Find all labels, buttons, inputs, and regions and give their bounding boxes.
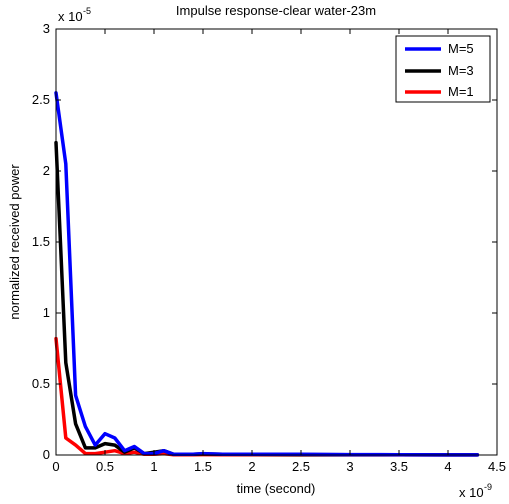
y-multiplier-exponent: -5 (83, 6, 91, 16)
x-tick-label: 2.5 (292, 459, 310, 474)
legend-label-m5: M=5 (448, 41, 474, 56)
x-axis-label: time (second) (237, 481, 316, 496)
y-multiplier-text: x 10 (58, 9, 83, 24)
x-tick-label: 1 (150, 459, 157, 474)
series-line-m5 (54, 91, 480, 457)
y-tick-label: 0.5 (32, 376, 50, 391)
y-tick-label: 1 (43, 305, 50, 320)
x-tick-label: 0.5 (96, 459, 114, 474)
y-tick-label: 2 (43, 163, 50, 178)
x-tick-label: 3.5 (390, 459, 408, 474)
x-tick-label: 3 (346, 459, 353, 474)
legend-label-m3: M=3 (448, 63, 474, 78)
y-axis-label: normalized received power (7, 164, 22, 320)
x-tick-label: 0 (52, 459, 59, 474)
y-axis-multiplier: x 10 -5 (58, 6, 91, 24)
x-tick-label: 2 (248, 459, 255, 474)
chart-title: Impulse response-clear water-23m (176, 3, 376, 18)
x-tick-label: 4.5 (488, 459, 506, 474)
x-tick-label: 1.5 (194, 459, 212, 474)
legend: M=5 M=3 M=1 (395, 35, 491, 103)
y-tick-label: 2.5 (32, 92, 50, 107)
x-multiplier-exponent: -9 (484, 482, 492, 492)
x-multiplier-text: x 10 (459, 485, 484, 500)
y-tick-label: 3 (43, 21, 50, 36)
x-axis-multiplier: x 10 -9 (459, 482, 492, 500)
y-tick-label: 0 (43, 447, 50, 462)
y-tick-label: 1.5 (32, 234, 50, 249)
x-axis-ticks: 0 0.5 1 1.5 2 2.5 3 3.5 4 4.5 (52, 29, 506, 474)
y-axis-ticks: 0 0.5 1 1.5 2 2.5 3 (32, 21, 497, 462)
legend-label-m1: M=1 (448, 84, 474, 99)
x-tick-label: 4 (444, 459, 451, 474)
